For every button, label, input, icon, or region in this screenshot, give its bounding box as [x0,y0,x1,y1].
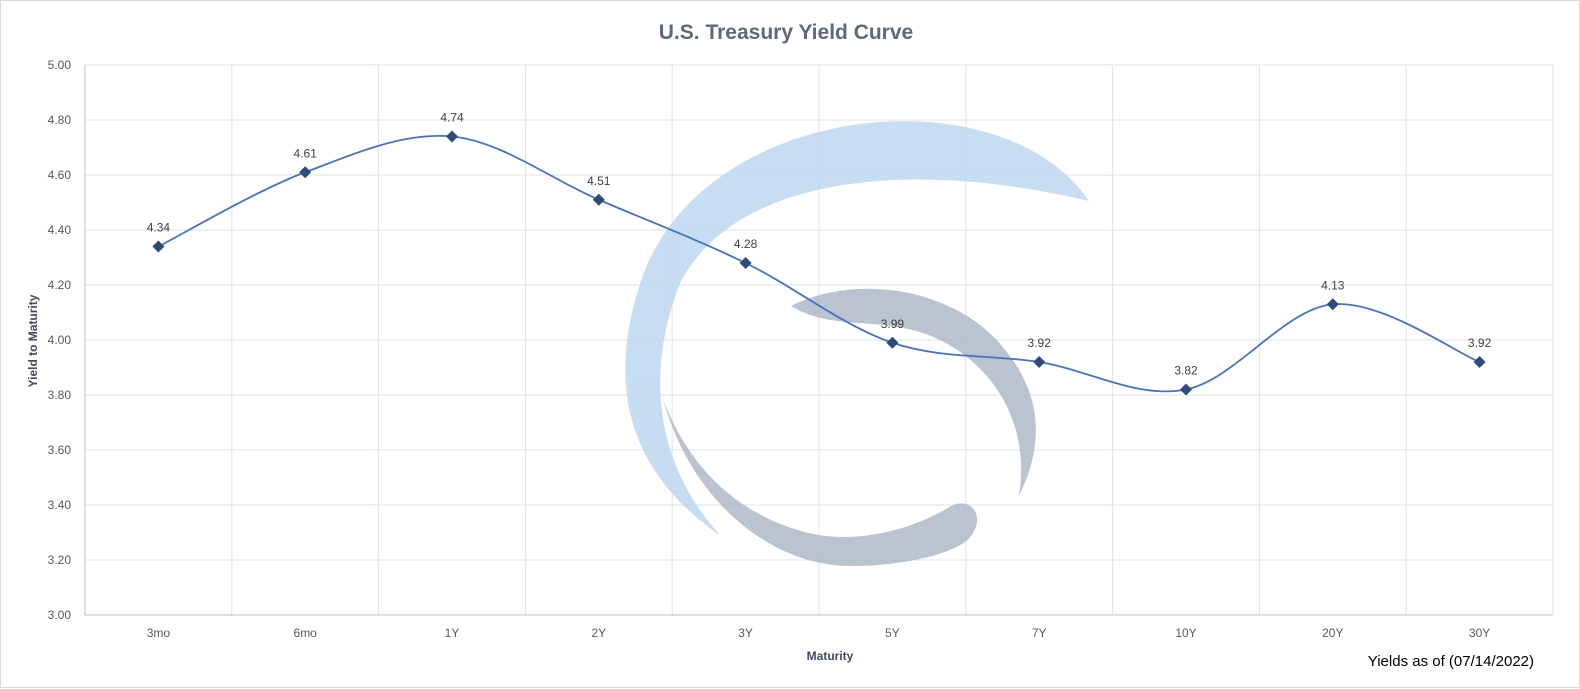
x-tick-label: 20Y [1322,626,1343,640]
axes: 3.00 3.20 3.40 3.60 3.80 4.00 4.20 4.40 4.60 4.80… [48,58,1553,640]
data-label: 4.13 [1321,278,1345,292]
y-tick-label: 3.20 [48,553,72,567]
data-label: 3.92 [1028,336,1052,350]
series-markers [152,130,1486,396]
data-label: 3.82 [1174,364,1198,378]
x-tick-label: 2Y [591,626,606,640]
data-point-marker [886,336,899,349]
y-tick-label: 3.40 [48,498,72,512]
x-tick-label: 10Y [1175,626,1196,640]
x-tick-label: 3mo [147,626,171,640]
data-point-marker [1180,383,1192,396]
data-label: 4.34 [147,221,171,235]
logo-watermark [625,121,1089,566]
x-axis-title: Maturity [807,649,854,663]
data-point-marker [739,257,752,269]
y-tick-label: 4.60 [48,168,72,182]
y-axis-title: Yield to Maturity [26,294,40,387]
data-label: 3.92 [1468,336,1492,350]
y-tick-label: 3.80 [48,388,72,402]
data-point-marker [299,166,312,179]
data-point-marker [446,130,458,143]
chart-title: U.S. Treasury Yield Curve [659,21,913,44]
y-tick-label: 4.00 [48,333,72,347]
y-tick-label: 5.00 [48,58,72,72]
data-label: 4.61 [294,146,318,160]
x-tick-label: 7Y [1032,626,1047,640]
data-label: 4.74 [440,111,464,125]
data-label: 4.51 [587,174,611,188]
data-point-marker [1326,298,1339,311]
data-label: 3.99 [881,317,905,331]
x-tick-label: 3Y [738,626,753,640]
y-tick-label: 4.80 [48,113,72,127]
data-point-marker [152,240,165,253]
x-tick-label: 1Y [445,626,460,640]
data-point-marker [1033,356,1046,368]
x-tick-label: 30Y [1469,626,1490,640]
data-labels: 4.34 4.61 4.74 4.51 4.28 3.99 3.92 3.82 4.13 3.92 [147,111,1492,378]
y-tick-label: 3.00 [48,608,72,622]
data-point-marker [1473,356,1486,368]
logo-watermark-blue-arc [625,121,1089,536]
data-point-marker [592,193,605,206]
series-line [157,135,1480,393]
logo-watermark-gray-hook [663,399,978,566]
logo-watermark-gray-arc [791,288,1036,496]
data-label: 4.28 [734,237,758,251]
y-tick-label: 4.40 [48,223,72,237]
yields-date-note: Yields as of (07/14/2022) [1368,653,1534,670]
x-tick-label: 5Y [885,626,900,640]
y-tick-label: 3.60 [48,443,72,457]
y-tick-label: 4.20 [48,278,72,292]
x-tick-label: 6mo [294,626,318,640]
